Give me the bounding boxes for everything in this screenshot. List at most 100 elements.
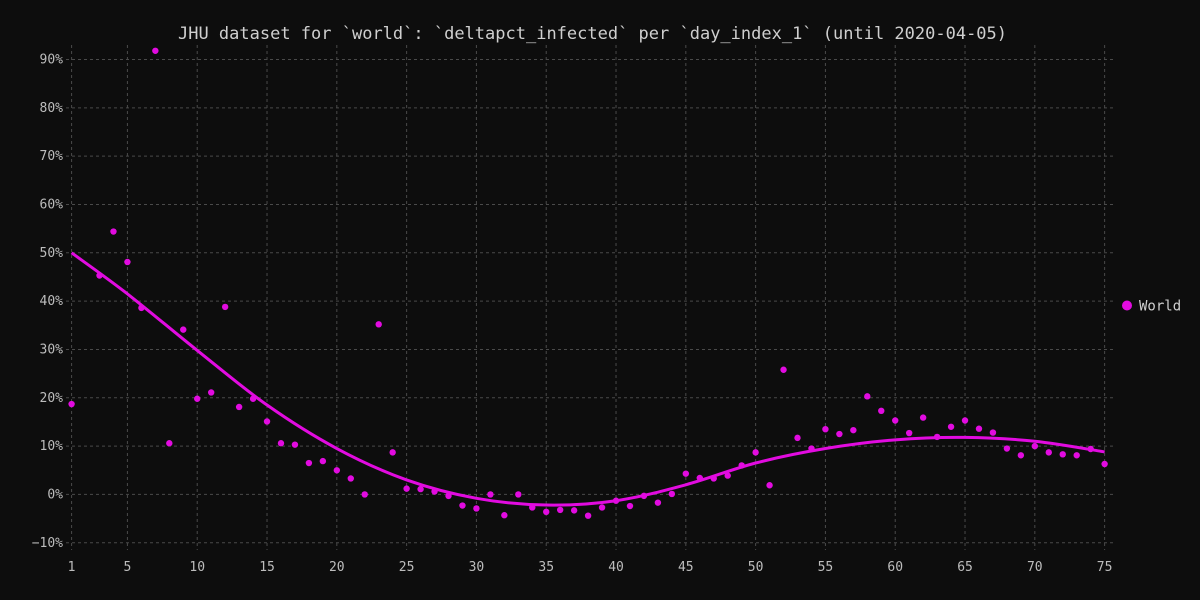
data-point (501, 512, 507, 518)
data-point (738, 462, 744, 468)
data-point (110, 228, 116, 234)
x-tick-label: 1 (68, 560, 76, 575)
y-tick-label: 40% (40, 294, 64, 309)
data-point (878, 408, 884, 414)
x-tick-label: 40 (608, 560, 624, 575)
data-point (292, 441, 298, 447)
data-point (990, 429, 996, 435)
x-tick-label: 55 (818, 560, 834, 575)
grid-lines (66, 45, 1113, 550)
data-point (166, 440, 172, 446)
data-point (431, 488, 437, 494)
data-point (1004, 445, 1010, 451)
data-point (487, 491, 493, 497)
data-point (180, 326, 186, 332)
x-tick-label: 60 (887, 560, 903, 575)
data-point (194, 396, 200, 402)
data-point (138, 305, 144, 311)
x-tick-label: 45 (678, 560, 694, 575)
x-tick-label: 20 (329, 560, 345, 575)
data-point (808, 445, 814, 451)
x-tick-label: 5 (124, 560, 132, 575)
data-point (920, 414, 926, 420)
data-point (766, 482, 772, 488)
data-point (1101, 461, 1107, 467)
trend-line-layer (72, 253, 1105, 505)
data-point (655, 499, 661, 505)
data-point (725, 472, 731, 478)
x-tick-label: 65 (957, 560, 973, 575)
data-point (124, 259, 130, 265)
data-point (571, 507, 577, 513)
data-point (515, 491, 521, 497)
data-point (208, 389, 214, 395)
data-point (864, 393, 870, 399)
data-point (236, 404, 242, 410)
data-point (306, 460, 312, 466)
data-point (948, 424, 954, 430)
y-tick-label: 30% (40, 342, 64, 357)
data-point (711, 475, 717, 481)
data-point (278, 440, 284, 446)
data-point (557, 507, 563, 513)
data-point (529, 504, 535, 510)
data-point (627, 503, 633, 509)
y-tick-label: 80% (40, 101, 64, 116)
y-tick-label: 10% (40, 439, 64, 454)
legend-label: World (1139, 299, 1181, 315)
y-tick-label: 0% (47, 487, 63, 502)
x-tick-label: 10 (189, 560, 205, 575)
data-point (417, 486, 423, 492)
data-point (543, 509, 549, 515)
data-point (320, 458, 326, 464)
data-point (976, 426, 982, 432)
data-point (348, 475, 354, 481)
x-tick-label: 30 (469, 560, 485, 575)
data-point (822, 426, 828, 432)
data-point (1074, 452, 1080, 458)
data-point (222, 304, 228, 310)
data-point (334, 467, 340, 473)
x-tick-label: 25 (399, 560, 415, 575)
x-tick-label: 75 (1097, 560, 1113, 575)
y-tick-label: 70% (40, 149, 64, 164)
data-point (1087, 446, 1093, 452)
data-point (585, 512, 591, 518)
data-point (362, 491, 368, 497)
x-tick-label: 50 (748, 560, 764, 575)
data-point (152, 48, 158, 54)
data-point (376, 321, 382, 327)
data-point (473, 505, 479, 511)
data-point (264, 418, 270, 424)
data-point (389, 449, 395, 455)
data-point (780, 367, 786, 373)
data-point (1046, 449, 1052, 455)
data-point (613, 498, 619, 504)
data-points (68, 48, 1107, 519)
data-point (445, 493, 451, 499)
data-point (459, 502, 465, 508)
data-point (669, 491, 675, 497)
data-point (68, 401, 74, 407)
axis-labels: −10%0%10%20%30%40%50%60%70%80%90%1 5 10 15 2… (32, 52, 1113, 575)
y-tick-label: −10% (32, 536, 63, 551)
data-point (1032, 443, 1038, 449)
data-point (250, 396, 256, 402)
legend: World (1122, 299, 1181, 315)
data-point (403, 485, 409, 491)
data-point (1018, 452, 1024, 458)
data-point (96, 272, 102, 278)
data-point (892, 417, 898, 423)
data-point (934, 434, 940, 440)
y-tick-label: 60% (40, 197, 64, 212)
x-tick-label: 15 (259, 560, 275, 575)
x-tick-label: 70 (1027, 560, 1043, 575)
data-point (836, 431, 842, 437)
data-point (962, 417, 968, 423)
legend-marker (1122, 301, 1132, 311)
y-tick-label: 90% (40, 52, 64, 67)
data-point (697, 475, 703, 481)
data-point (683, 470, 689, 476)
